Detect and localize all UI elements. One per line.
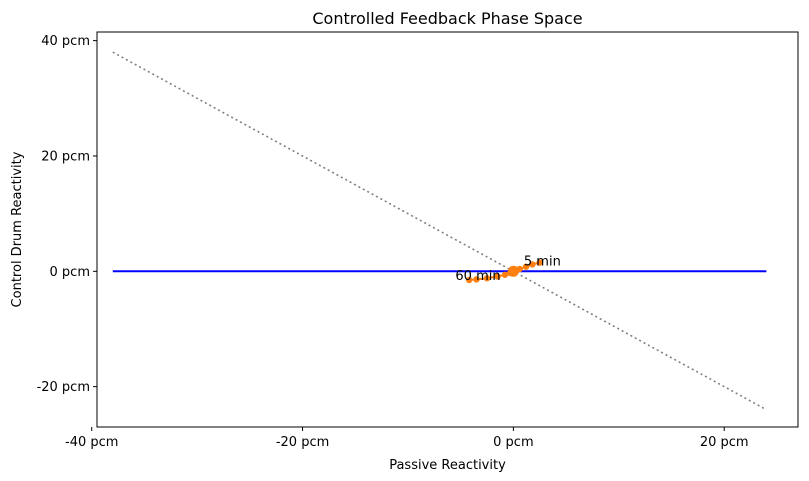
- x-tick-label: -40 pcm: [65, 435, 118, 450]
- plot-area: 5 min 60 min: [112, 51, 767, 411]
- y-axis: -20 pcm 0 pcm 20 pcm 40 pcm: [37, 34, 97, 395]
- y-tick-label: 20 pcm: [41, 149, 90, 164]
- y-tick-label: 0 pcm: [50, 265, 90, 280]
- series-point: [465, 276, 473, 284]
- annotation-1: 60 min: [455, 269, 500, 284]
- x-axis: -40 pcm -20 pcm 0 pcm 20 pcm: [65, 427, 749, 450]
- y-tick-label: 40 pcm: [41, 34, 90, 49]
- series-point: [483, 275, 491, 282]
- annotation-0: 5 min: [524, 255, 561, 270]
- y-tick-label: -20 pcm: [37, 380, 90, 395]
- series-line-1: [112, 51, 767, 411]
- axes-frame: [96, 31, 799, 428]
- current-state-marker: [507, 265, 519, 277]
- x-tick-label: -20 pcm: [276, 435, 329, 450]
- series-point: [473, 276, 480, 283]
- x-tick-label: 20 pcm: [700, 435, 749, 450]
- chart-title: Controlled Feedback Phase Space: [312, 9, 582, 28]
- series-point: [529, 261, 536, 268]
- series-point: [522, 263, 530, 270]
- series-point: [501, 271, 509, 278]
- x-tick-label: 0 pcm: [493, 435, 533, 450]
- series-point: [494, 273, 501, 280]
- series-point: [536, 259, 543, 266]
- x-axis-label: Passive Reactivity: [389, 458, 506, 473]
- y-axis-label: Control Drum Reactivity: [10, 151, 25, 307]
